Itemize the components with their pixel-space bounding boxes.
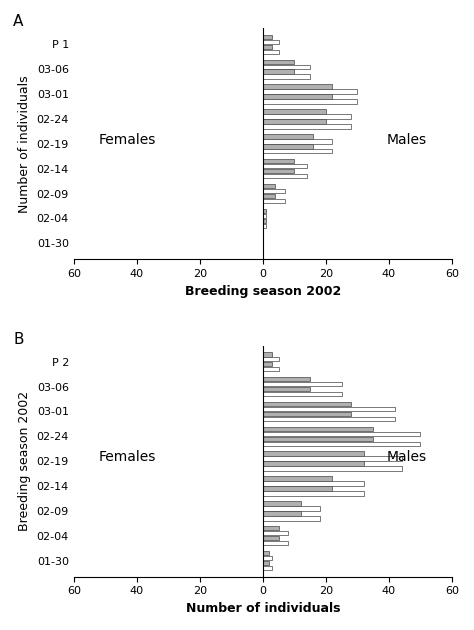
- Bar: [263, 541, 288, 546]
- Bar: [263, 94, 332, 99]
- Bar: [263, 411, 351, 416]
- Bar: [263, 69, 294, 74]
- Bar: [263, 481, 364, 486]
- Bar: [263, 432, 420, 436]
- Bar: [263, 164, 307, 168]
- Bar: [263, 526, 279, 530]
- Bar: [263, 214, 266, 218]
- Bar: [263, 149, 332, 154]
- Bar: [263, 35, 273, 39]
- Y-axis label: Breeding season 2002: Breeding season 2002: [18, 391, 31, 531]
- Bar: [263, 452, 364, 456]
- Bar: [263, 194, 275, 198]
- Bar: [263, 184, 275, 188]
- Bar: [263, 486, 332, 491]
- Bar: [263, 402, 351, 406]
- Bar: [263, 427, 373, 431]
- Bar: [263, 84, 332, 89]
- Bar: [263, 109, 326, 114]
- Bar: [263, 536, 279, 541]
- Text: Males: Males: [387, 450, 427, 464]
- Bar: [263, 511, 301, 515]
- X-axis label: Number of individuals: Number of individuals: [186, 602, 340, 615]
- Bar: [263, 224, 266, 228]
- Bar: [263, 144, 313, 149]
- Bar: [263, 134, 313, 139]
- Bar: [263, 64, 310, 69]
- Bar: [263, 100, 357, 104]
- Bar: [263, 387, 310, 391]
- Bar: [263, 362, 273, 367]
- Bar: [263, 124, 351, 129]
- Bar: [263, 437, 373, 441]
- Bar: [263, 416, 395, 421]
- Bar: [263, 114, 351, 118]
- Bar: [263, 169, 294, 173]
- Bar: [263, 357, 279, 362]
- X-axis label: Breeding season 2002: Breeding season 2002: [185, 285, 341, 297]
- Bar: [263, 50, 279, 54]
- Bar: [263, 506, 319, 510]
- Bar: [263, 491, 364, 496]
- Bar: [263, 352, 273, 357]
- Bar: [263, 159, 294, 163]
- Bar: [263, 466, 401, 471]
- Bar: [263, 367, 279, 372]
- Bar: [263, 407, 395, 411]
- Bar: [263, 516, 319, 520]
- Bar: [263, 442, 420, 446]
- Bar: [263, 209, 266, 213]
- Bar: [263, 461, 364, 466]
- Bar: [263, 189, 285, 193]
- Bar: [263, 119, 326, 123]
- Bar: [263, 60, 294, 64]
- Y-axis label: Number of individuals: Number of individuals: [18, 75, 31, 212]
- Bar: [263, 501, 301, 506]
- Bar: [263, 392, 342, 396]
- Bar: [263, 219, 266, 223]
- Bar: [263, 198, 285, 203]
- Bar: [263, 561, 269, 565]
- Bar: [263, 476, 332, 481]
- Bar: [263, 89, 357, 94]
- Text: Females: Females: [99, 450, 156, 464]
- Bar: [263, 45, 273, 49]
- Text: A: A: [13, 14, 24, 30]
- Bar: [263, 74, 310, 79]
- Bar: [263, 531, 288, 536]
- Bar: [263, 377, 310, 381]
- Bar: [263, 139, 332, 144]
- Text: B: B: [13, 332, 24, 346]
- Text: Males: Males: [387, 133, 427, 147]
- Bar: [263, 174, 307, 178]
- Bar: [263, 40, 279, 44]
- Bar: [263, 382, 342, 386]
- Bar: [263, 556, 273, 560]
- Bar: [263, 551, 269, 556]
- Bar: [263, 456, 401, 461]
- Text: Females: Females: [99, 133, 156, 147]
- Bar: [263, 566, 273, 570]
